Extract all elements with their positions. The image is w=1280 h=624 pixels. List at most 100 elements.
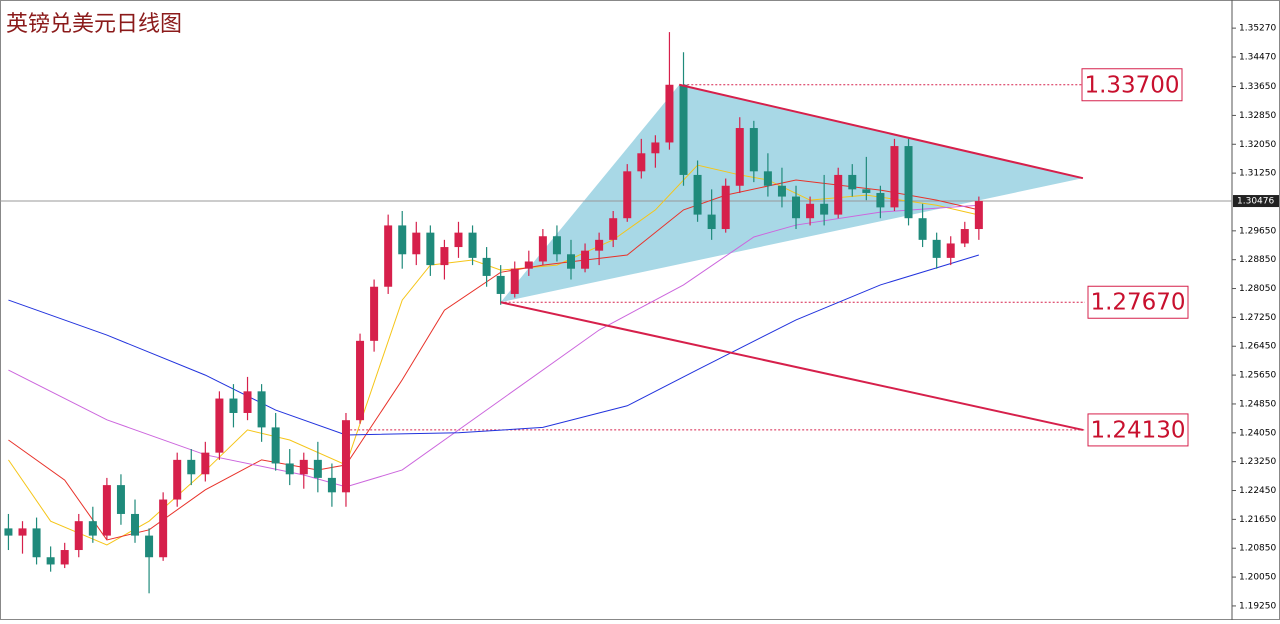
y-tick-label: 1.27250 <box>1239 313 1276 323</box>
candle-body <box>116 485 125 514</box>
candle-body <box>384 225 393 287</box>
candle-body <box>327 477 336 493</box>
candle-body <box>862 189 871 193</box>
candle-body <box>581 250 590 269</box>
candle-body <box>454 232 463 248</box>
candle-body <box>960 229 969 244</box>
candle-body <box>187 459 196 475</box>
candle-body <box>299 459 308 475</box>
candle-body <box>777 185 786 197</box>
candle-body <box>32 528 41 558</box>
chart-title: 英镑兑美元日线图 <box>6 12 182 37</box>
current-price-box <box>1233 195 1279 208</box>
y-tick-label: 1.20850 <box>1239 544 1276 554</box>
y-tick-label: 1.25650 <box>1239 371 1276 381</box>
candle-body <box>496 275 505 294</box>
candle-body <box>763 171 772 186</box>
candle-body <box>848 174 857 190</box>
candle-body <box>679 84 688 175</box>
level-label: 1.33700 <box>1084 72 1179 98</box>
candle-body <box>229 398 238 413</box>
candle-body <box>145 535 154 558</box>
y-tick-label: 1.35270 <box>1239 24 1276 34</box>
y-tick-label: 1.20050 <box>1239 573 1276 583</box>
candle-body <box>4 528 13 536</box>
candle-body <box>918 218 927 240</box>
candle-body <box>721 185 730 230</box>
candle-body <box>749 128 758 172</box>
candle-body <box>18 528 27 536</box>
y-tick-label: 1.22450 <box>1239 486 1276 496</box>
candle-body <box>932 239 941 258</box>
candle-body <box>426 232 435 266</box>
moving-average <box>8 254 979 436</box>
candle-body <box>651 142 660 154</box>
candle-body <box>665 84 674 143</box>
candle-body <box>370 286 379 341</box>
candle-body <box>356 340 365 421</box>
y-tick-label: 1.24850 <box>1239 399 1276 409</box>
candle-body <box>820 203 829 215</box>
triangle-zone <box>500 84 1083 303</box>
candle-body <box>159 499 168 558</box>
candle-body <box>271 427 280 464</box>
candle-body <box>60 550 69 565</box>
candle-body <box>243 391 252 413</box>
candle-body <box>482 257 491 276</box>
trendline <box>500 301 1084 431</box>
candle-body <box>552 236 561 255</box>
candle-body <box>468 232 477 258</box>
candle-body <box>904 146 913 219</box>
candle-body <box>524 261 533 269</box>
candle-body <box>693 174 702 215</box>
candle-body <box>341 420 350 493</box>
y-tick-label: 1.23250 <box>1239 457 1276 467</box>
candle-body <box>538 236 547 262</box>
candle-body <box>876 192 885 208</box>
y-tick-label: 1.29650 <box>1239 226 1276 236</box>
candle-body <box>440 247 449 266</box>
candle-body <box>637 153 646 172</box>
candle-body <box>946 243 955 258</box>
candle-body <box>46 557 55 565</box>
candle-body <box>131 513 140 536</box>
current-price-label: 1.30476 <box>1237 197 1274 207</box>
candle-body <box>609 218 618 240</box>
y-tick-label: 1.19250 <box>1239 601 1276 611</box>
y-tick-label: 1.34470 <box>1239 52 1276 62</box>
candle-body <box>215 398 224 453</box>
candle-body <box>623 171 632 219</box>
y-tick-label: 1.28850 <box>1239 255 1276 265</box>
y-tick-label: 1.24050 <box>1239 428 1276 438</box>
y-tick-label: 1.32850 <box>1239 111 1276 121</box>
candle-body <box>201 452 210 475</box>
level-label-box <box>1087 413 1189 447</box>
y-tick-label: 1.32050 <box>1239 140 1276 150</box>
candle-body <box>595 239 604 251</box>
candle-body <box>806 203 815 219</box>
y-tick-label: 1.26450 <box>1239 342 1276 352</box>
level-label: 1.24130 <box>1090 417 1185 443</box>
candle-body <box>412 232 421 255</box>
candle-body <box>285 463 294 475</box>
level-label: 1.27670 <box>1090 290 1185 316</box>
y-tick-label: 1.28050 <box>1239 284 1276 294</box>
y-tick-label: 1.33650 <box>1239 82 1276 92</box>
candle-body <box>88 521 97 536</box>
level-label-box <box>1087 285 1189 319</box>
candle-body <box>707 214 716 230</box>
candle-body <box>313 459 322 478</box>
candle-body <box>398 225 407 255</box>
candle-body <box>173 459 182 500</box>
candle-body <box>735 128 744 186</box>
level-label-box <box>1081 68 1183 102</box>
candle-body <box>792 196 801 219</box>
candle-body <box>974 201 983 230</box>
candle-body <box>566 254 575 269</box>
y-tick-label: 1.21650 <box>1239 515 1276 525</box>
y-tick-label: 1.31250 <box>1239 169 1276 179</box>
candle-body <box>257 391 266 428</box>
